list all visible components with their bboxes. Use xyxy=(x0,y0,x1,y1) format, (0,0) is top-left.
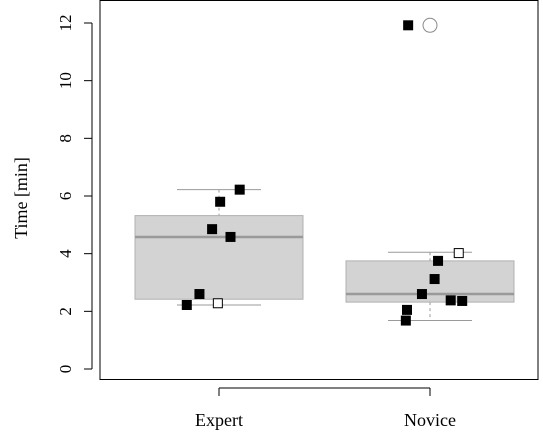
data-point-novice-9 xyxy=(402,304,412,315)
data-point-novice-13 xyxy=(445,295,456,306)
data-point-expert-7 xyxy=(234,184,245,195)
data-point-expert-2 xyxy=(194,289,205,300)
x-axis: Expert Novice xyxy=(195,387,456,430)
y-tick-label-12: 12 xyxy=(56,15,75,32)
y-tick-label-10: 10 xyxy=(56,72,75,89)
y-tick-label-2: 2 xyxy=(56,307,75,316)
novice-outlier-1 xyxy=(422,17,438,33)
data-point-expert-6 xyxy=(225,231,236,242)
x-tick-label-novice: Novice xyxy=(404,410,456,430)
plot-area-frame xyxy=(99,0,539,380)
data-point-novice-14 xyxy=(457,295,468,306)
y-axis: 0 2 4 6 8 10 12 xyxy=(56,15,93,374)
x-tick-label-expert: Expert xyxy=(195,410,243,430)
data-point-novice-12 xyxy=(433,255,444,266)
data-point-novice-8 xyxy=(400,315,411,326)
y-tick-label-6: 6 xyxy=(56,192,75,201)
data-point-expert-4 xyxy=(207,224,218,235)
y-tick-label-4: 4 xyxy=(56,249,75,258)
point-layer xyxy=(181,20,468,326)
y-axis-label: Time [min] xyxy=(11,157,31,239)
data-point-expert-5 xyxy=(215,196,226,207)
expert-box xyxy=(134,215,304,300)
data-point-novice-15 xyxy=(453,248,464,259)
data-point-novice-16 xyxy=(403,20,414,31)
y-tick-label-8: 8 xyxy=(56,134,75,143)
y-tick-label-0: 0 xyxy=(56,365,75,374)
data-point-novice-10 xyxy=(416,289,427,300)
data-point-novice-11 xyxy=(429,274,440,285)
box-layer xyxy=(134,17,515,322)
data-point-expert-3 xyxy=(212,298,223,309)
data-point-expert-1 xyxy=(181,299,192,310)
